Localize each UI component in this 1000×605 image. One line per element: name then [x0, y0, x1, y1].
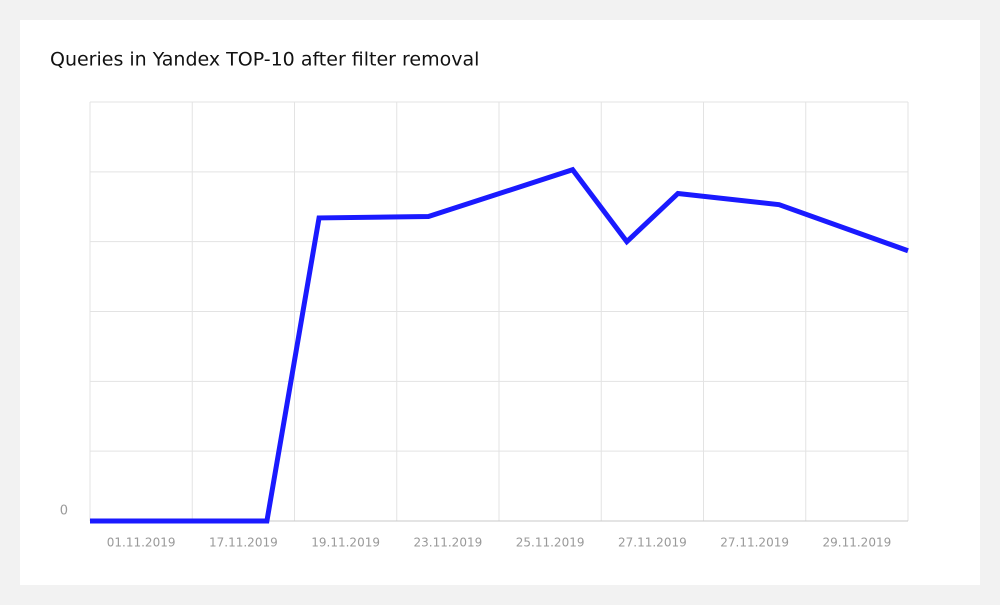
x-tick-label: 25.11.2019 [516, 536, 585, 550]
line-series [90, 166, 909, 524]
chart-title: Queries in Yandex TOP-10 after filter re… [50, 49, 479, 71]
x-tick-label: 17.11.2019 [209, 536, 278, 550]
x-tick-label: 29.11.2019 [823, 536, 892, 550]
card [20, 20, 980, 585]
x-tick-label: 27.11.2019 [618, 536, 687, 550]
x-tick-label: 01.11.2019 [107, 536, 176, 550]
x-tick-label: 23.11.2019 [414, 536, 483, 550]
x-tick-label: 19.11.2019 [311, 536, 380, 550]
x-tick-label: 27.11.2019 [720, 536, 789, 550]
y-tick-label: 0 [60, 504, 68, 519]
